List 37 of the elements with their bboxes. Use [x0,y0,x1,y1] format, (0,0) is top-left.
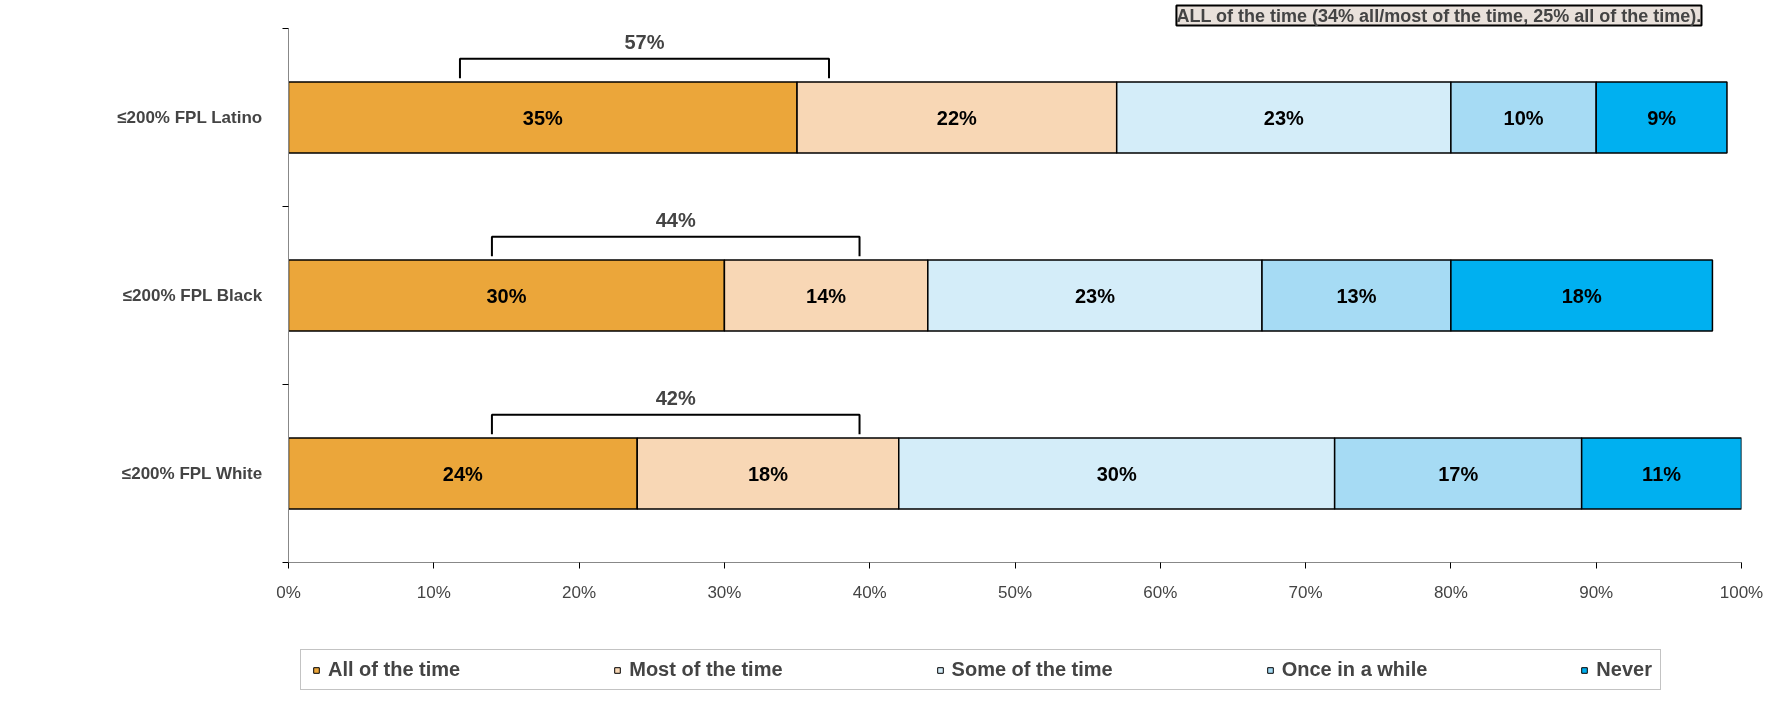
x-tick-label: 80% [1433,582,1468,602]
x-tick-label: 40% [852,582,887,602]
data-label: 13% [1336,284,1377,307]
data-label: 18% [747,462,789,485]
annotation: 57% [624,31,665,54]
x-tick-label: 30% [707,582,742,602]
annotation: 42% [655,387,696,410]
y-tick-label: ≤200% FPL Black [122,286,263,305]
data-label: 9% [1647,106,1677,129]
data-label: 24% [442,462,484,485]
x-tick-label: 0% [276,582,301,602]
x-tick-label: 20% [562,582,597,602]
legend-label: All of the time [328,658,461,681]
x-tick-label: 90% [1579,582,1614,602]
legend-label: Once in a while [1281,658,1428,681]
data-label: 10% [1503,106,1544,129]
data-label: 23% [1263,106,1305,129]
x-tick-label: 10% [416,582,451,602]
y-tick-label: ≤200% FPL White [121,464,263,483]
data-label: 18% [1561,284,1602,307]
x-tick-label: 60% [1143,582,1178,602]
data-label: 17% [1438,462,1479,485]
data-label: 22% [936,106,978,129]
data-label: 14% [806,284,847,307]
legend-label: Never [1596,658,1652,681]
x-tick-label: 50% [997,582,1033,602]
y-tick-label: ≤200% FPL Latino [117,108,263,127]
legend-label: Some of the time [951,658,1113,681]
data-label: 11% [1642,462,1682,485]
data-label: 30% [486,284,527,307]
x-tick-label: 70% [1288,582,1323,602]
annotation: 44% [655,209,696,232]
legend-label: Most of the time [629,658,783,681]
data-label: 35% [522,106,564,129]
data-label: 30% [1096,462,1137,485]
data-label: 23% [1074,284,1116,307]
x-tick-label: 100% [1719,582,1764,602]
